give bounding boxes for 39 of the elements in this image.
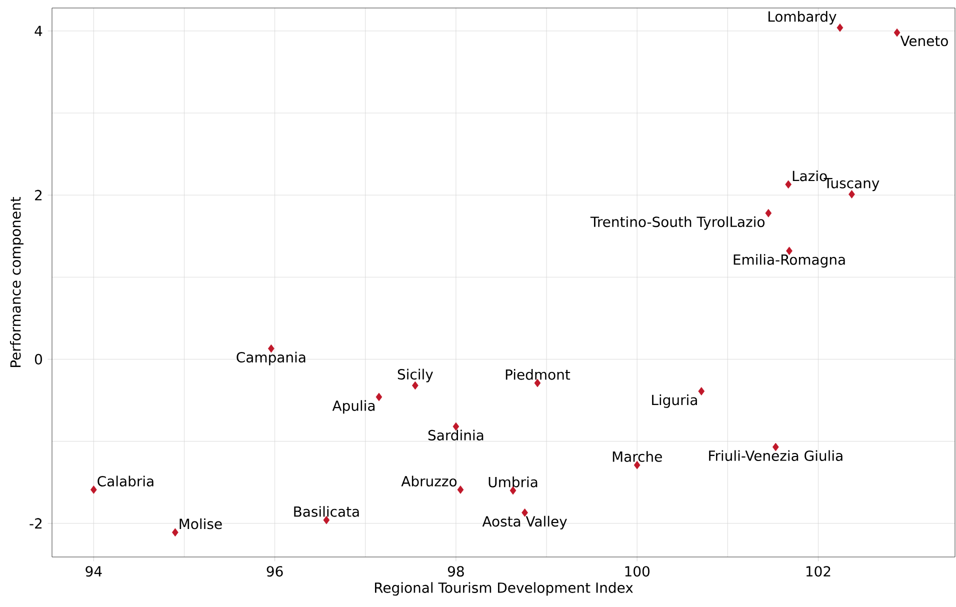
point [698, 387, 705, 396]
annotation: Molise [180, 518, 222, 530]
annotation: Campania [236, 352, 306, 366]
y-axis-title: Performance component [10, 196, 24, 367]
annotation: Sardinia [428, 430, 484, 440]
annotation: Abruzzo [401, 476, 457, 487]
annotation: Friuli-Venezia Giulia [709, 450, 842, 462]
annotation: Veneto [900, 36, 948, 46]
x-tick-label: 102 [806, 566, 830, 577]
point [785, 180, 792, 189]
annotation: Liguria [652, 394, 697, 408]
x-tick-label: 96 [266, 566, 283, 577]
annotation: Calabria [98, 476, 154, 487]
annotation: Sicily [398, 368, 433, 382]
point [376, 392, 382, 402]
annotation: Lombardy [768, 11, 836, 25]
x-tick-label: 98 [448, 566, 464, 577]
point [522, 508, 528, 517]
y-tick-label: 0 [34, 354, 42, 364]
x-axis-title: Regional Tourism Development Index [375, 582, 633, 596]
annotation: Aosta Valley [482, 516, 567, 530]
annotation: Apulia [332, 400, 375, 414]
x-tick-label: 100 [625, 566, 650, 577]
annotation: Marche [612, 451, 662, 462]
annotation: Piedmont [506, 369, 570, 380]
y-tick-label: -2 [30, 518, 42, 529]
annotation: Trentino-South TyrolLazio [590, 216, 765, 230]
point [894, 28, 900, 37]
point [90, 486, 97, 494]
point [836, 24, 844, 32]
point [172, 528, 178, 537]
annotation: Umbria [488, 476, 538, 488]
y-tick-label: 4 [34, 26, 42, 36]
point [457, 486, 464, 494]
annotation: Emilia-Romagna [734, 254, 845, 268]
point [765, 208, 772, 218]
y-tick-label: 2 [35, 190, 42, 200]
annotation: Basilicata [294, 506, 359, 517]
x-tick-label: 94 [86, 566, 102, 577]
